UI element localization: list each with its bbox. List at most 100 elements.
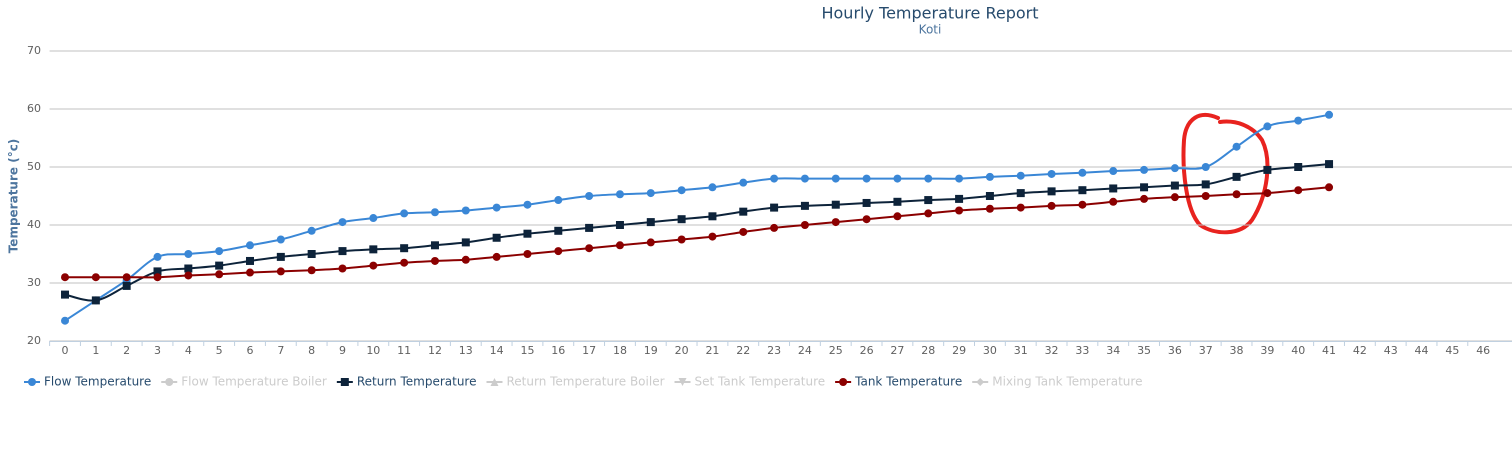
legend-item[interactable]: Return Temperature Boiler <box>486 375 665 389</box>
y-tick-label: 70 <box>27 44 41 57</box>
x-tick-label: 4 <box>185 344 192 357</box>
data-point <box>153 273 162 282</box>
data-point <box>893 212 902 221</box>
data-point <box>430 241 439 250</box>
data-point <box>955 174 964 183</box>
data-point <box>1140 165 1149 174</box>
x-tick-label: 10 <box>366 344 380 357</box>
data-point <box>1232 190 1241 199</box>
y-axis-title: Temperature (°c) <box>7 139 21 254</box>
data-point <box>677 186 686 195</box>
data-point <box>554 196 563 205</box>
y-tick-label: 40 <box>27 218 41 231</box>
data-point <box>615 241 624 250</box>
data-point <box>1047 201 1056 210</box>
data-point <box>862 215 871 224</box>
y-tick-label: 60 <box>27 102 41 115</box>
data-point <box>893 197 902 206</box>
x-tick-label: 5 <box>216 344 223 357</box>
legend-marker <box>340 378 349 386</box>
legend-item[interactable]: Return Temperature <box>336 375 477 389</box>
legend-item[interactable]: Flow Temperature <box>24 375 151 389</box>
x-tick-label: 7 <box>277 344 284 357</box>
data-point <box>770 203 779 212</box>
data-point <box>646 238 655 247</box>
legend-marker <box>678 378 687 386</box>
x-tick-label: 43 <box>1384 344 1398 357</box>
legend-marker <box>976 378 985 386</box>
data-point <box>615 190 624 199</box>
legend-item[interactable]: Set Tank Temperature <box>674 375 826 389</box>
data-point <box>1016 203 1025 212</box>
data-point <box>307 266 316 275</box>
x-tick-label: 15 <box>520 344 534 357</box>
x-tick-label: 24 <box>798 344 812 357</box>
data-point <box>831 200 840 209</box>
data-point <box>245 256 254 265</box>
legend-item[interactable]: Flow Temperature Boiler <box>161 375 327 389</box>
data-point <box>585 244 594 253</box>
legend-marker <box>165 378 174 386</box>
x-tick-label: 31 <box>1014 344 1028 357</box>
data-point <box>461 255 470 264</box>
data-point <box>985 192 994 200</box>
x-tick-label: 12 <box>428 344 442 357</box>
x-tick-label: 9 <box>339 344 346 357</box>
data-point <box>369 245 378 254</box>
data-point <box>91 296 100 305</box>
data-point <box>1078 168 1087 177</box>
data-point <box>1170 181 1179 190</box>
x-tick-label: 22 <box>736 344 750 357</box>
data-point <box>492 252 501 261</box>
data-point <box>708 212 717 221</box>
data-point <box>430 208 439 217</box>
data-point <box>61 290 70 299</box>
data-point <box>461 206 470 215</box>
data-point <box>523 250 532 258</box>
data-point <box>1078 186 1087 195</box>
data-point <box>61 273 70 282</box>
y-tick-label: 50 <box>27 160 41 173</box>
legend-item[interactable]: Mixing Tank Temperature <box>972 375 1142 389</box>
legend-marker <box>490 378 499 386</box>
x-tick-label: 8 <box>308 344 315 357</box>
data-point <box>1232 172 1241 181</box>
data-point <box>1325 160 1334 169</box>
legend-marker <box>28 378 36 386</box>
data-point <box>122 281 131 290</box>
data-point <box>831 218 840 227</box>
x-tick-label: 2 <box>123 344 130 357</box>
data-point <box>1170 164 1179 173</box>
data-point <box>307 250 316 258</box>
data-point <box>1294 163 1303 171</box>
data-point <box>985 172 994 181</box>
data-point <box>430 256 439 265</box>
x-tick-label: 0 <box>62 344 69 357</box>
data-point <box>585 192 594 200</box>
data-point <box>215 247 224 256</box>
data-point <box>739 207 748 216</box>
data-point <box>523 229 532 238</box>
legend-item[interactable]: Tank Temperature <box>835 375 962 389</box>
data-point <box>1325 183 1334 192</box>
data-point <box>554 247 563 256</box>
x-tick-label: 26 <box>860 344 874 357</box>
data-point <box>770 223 779 232</box>
x-tick-label: 41 <box>1322 344 1336 357</box>
data-point <box>369 214 378 223</box>
data-point <box>338 218 347 227</box>
data-point <box>1325 110 1334 119</box>
data-point <box>307 226 316 235</box>
data-point <box>1140 194 1149 203</box>
x-tick-label: 44 <box>1415 344 1429 357</box>
x-tick-label: 46 <box>1476 344 1490 357</box>
data-point <box>276 235 285 244</box>
data-point <box>1201 163 1210 171</box>
legend-marker <box>839 378 848 386</box>
data-point <box>1232 142 1241 151</box>
data-point <box>184 264 193 273</box>
data-point <box>153 252 162 261</box>
data-point <box>862 198 871 207</box>
data-point <box>646 189 655 198</box>
x-tick-label: 20 <box>675 344 689 357</box>
